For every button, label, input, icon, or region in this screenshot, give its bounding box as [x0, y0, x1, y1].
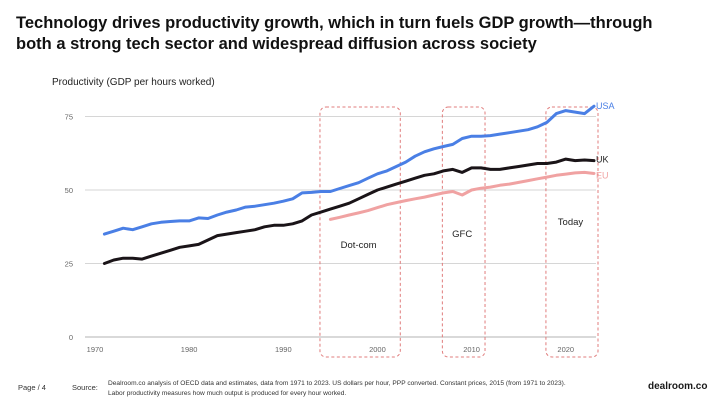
x-tick-label: 1970: [87, 345, 104, 354]
dealroom-logo: dealroom.co: [648, 381, 708, 392]
y-tick-label: 50: [65, 186, 73, 195]
annotation-box-today: [545, 106, 599, 358]
source-line-1: Dealroom.co analysis of OECD data and es…: [108, 380, 566, 387]
annotation-label-today: Today: [558, 217, 584, 228]
series-line-usa: [102, 104, 596, 236]
series-line-eu: [328, 170, 596, 221]
y-axis-title: Productivity (GDP per hours worked): [52, 77, 215, 88]
y-tick-label: 0: [69, 333, 73, 342]
x-tick-label: 2000: [369, 345, 386, 354]
annotation-box-gfc: [441, 106, 486, 358]
y-tick-label: 75: [65, 113, 73, 122]
title-line-2: both a strong tech sector and widespread…: [16, 35, 537, 53]
source-text: Dealroom.co analysis of OECD data and es…: [108, 379, 628, 398]
x-tick-label: 2020: [557, 345, 574, 354]
annotation-label-gfc: GFC: [452, 229, 472, 240]
annotation-box-dot-com: [319, 106, 401, 358]
series-label-uk: UK: [596, 155, 609, 165]
title-line-1: Technology drives productivity growth, w…: [16, 14, 653, 32]
series-line-uk: [102, 157, 596, 265]
page-title: Technology drives productivity growth, w…: [16, 13, 706, 55]
x-tick-label: 1980: [181, 345, 198, 354]
annotation-label-dot-com: Dot-com: [341, 240, 377, 251]
source-label: Source:: [72, 383, 98, 392]
x-tick-label: 1990: [275, 345, 292, 354]
y-tick-label: 25: [65, 260, 73, 269]
series-label-usa: USA: [596, 101, 615, 111]
page-number: Page / 4: [18, 383, 46, 392]
x-tick-label: 2010: [463, 345, 480, 354]
series-label-eu: EU: [596, 171, 609, 181]
source-line-2: Labor productivity measures how much out…: [108, 389, 347, 397]
